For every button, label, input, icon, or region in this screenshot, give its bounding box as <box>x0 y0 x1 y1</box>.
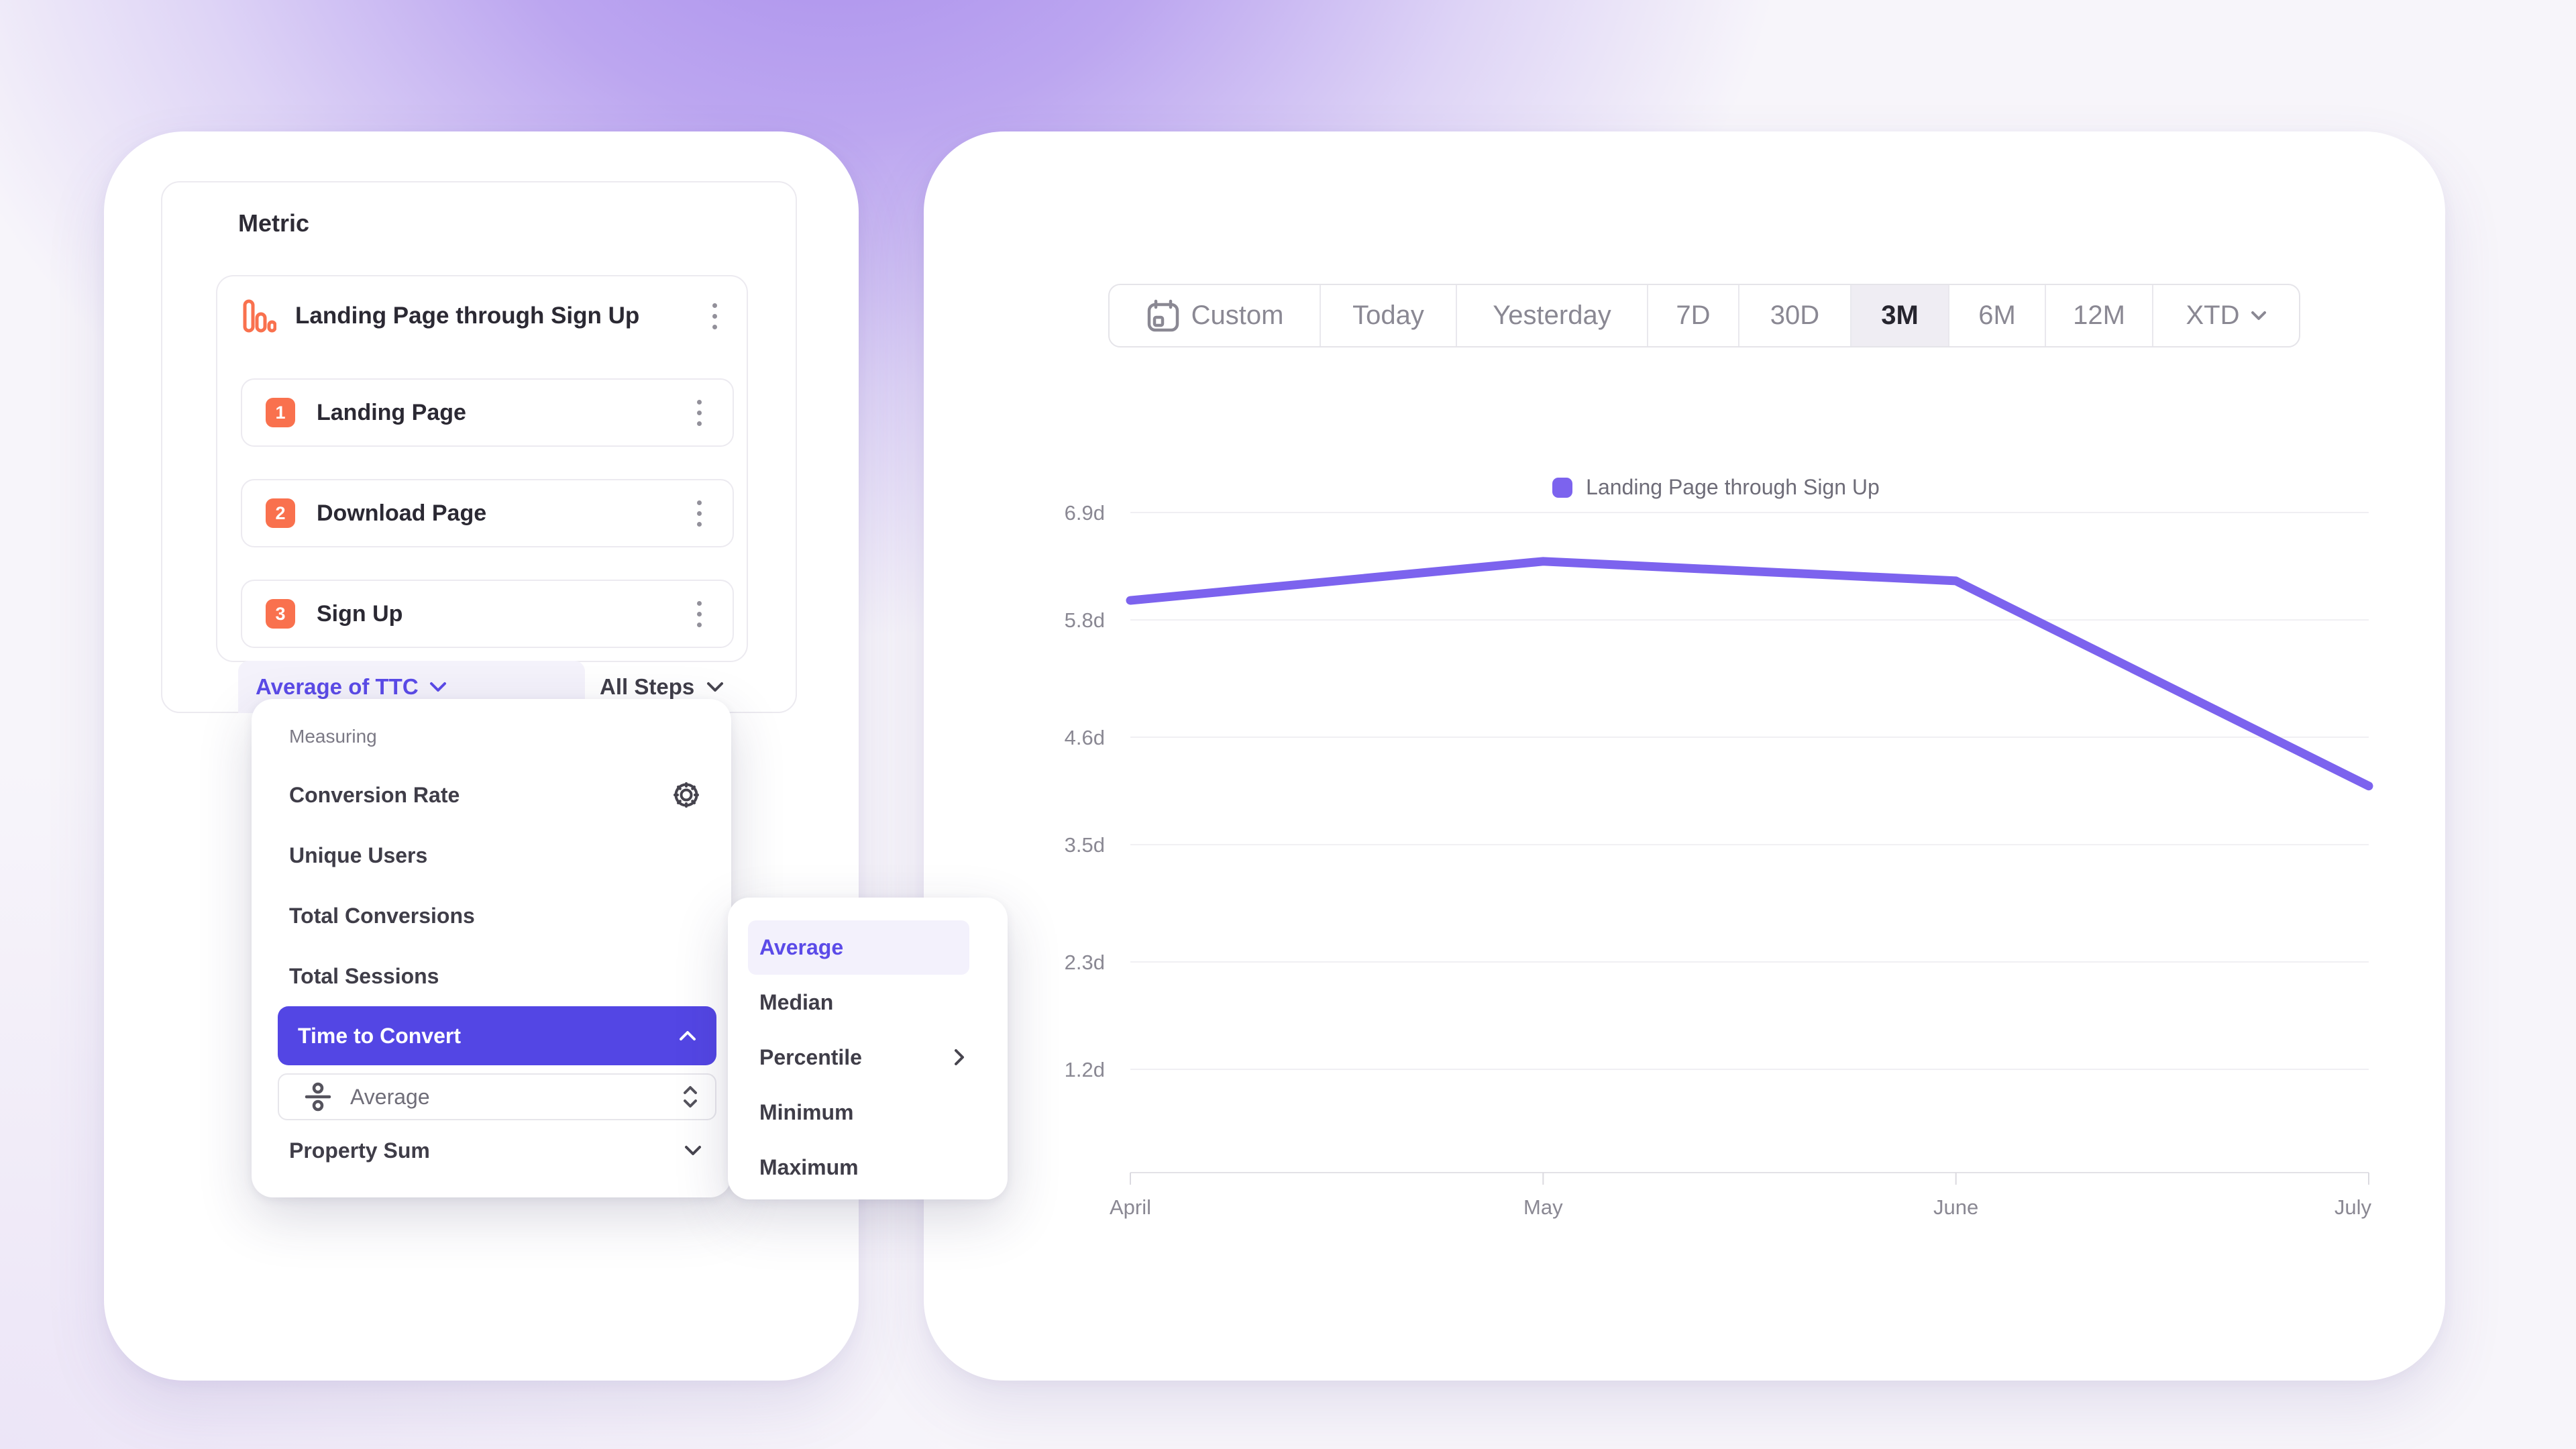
menu-item-total-conversions[interactable]: Total Conversions <box>289 903 475 928</box>
submenu-item-minimum[interactable]: Minimum <box>759 1099 854 1124</box>
submenu-item-median[interactable]: Median <box>759 989 834 1014</box>
stepper-updown-icon <box>683 1085 698 1108</box>
kebab-menu-icon[interactable] <box>693 396 706 430</box>
date-option-30d[interactable]: 30D <box>1738 285 1850 346</box>
division-icon <box>303 1082 333 1112</box>
chevron-down-icon <box>429 682 447 692</box>
funnel-header: Landing Page through Sign Up <box>217 276 747 356</box>
funnel-chart-icon <box>243 299 276 333</box>
chart-card: Custom Today Yesterday 7D 30D 3M 6M 12M … <box>924 131 2445 1381</box>
svg-text:5.8d: 5.8d <box>1065 608 1105 632</box>
steps-dropdown[interactable]: All Steps <box>600 661 724 713</box>
svg-text:May: May <box>1523 1195 1563 1219</box>
svg-text:July: July <box>2334 1195 2372 1219</box>
date-option-today[interactable]: Today <box>1320 285 1456 346</box>
legend-label: Landing Page through Sign Up <box>1586 475 1880 499</box>
chevron-up-icon <box>679 1030 696 1041</box>
line-chart: 6.9d 5.8d 4.6d 3.5d 2.3d 1.2d April May June July <box>1065 501 2373 1219</box>
svg-text:3.5d: 3.5d <box>1065 833 1105 857</box>
date-range-toolbar: Custom Today Yesterday 7D 30D 3M 6M 12M … <box>1108 284 2300 347</box>
menu-item-unique-users[interactable]: Unique Users <box>289 843 428 867</box>
submenu-item-percentile[interactable]: Percentile <box>728 1030 1008 1085</box>
date-option-12m[interactable]: 12M <box>2045 285 2152 346</box>
kebab-menu-icon[interactable] <box>693 597 706 631</box>
metric-panel: Metric Landing Page through Sign Up 1 La… <box>161 181 797 713</box>
kebab-menu-icon[interactable] <box>708 299 721 333</box>
chevron-down-icon <box>684 1145 702 1156</box>
chevron-down-icon <box>706 682 724 692</box>
svg-text:2.3d: 2.3d <box>1065 951 1105 974</box>
svg-text:1.2d: 1.2d <box>1065 1058 1105 1081</box>
chevron-right-icon <box>954 1049 965 1066</box>
metric-card: Metric Landing Page through Sign Up 1 La… <box>104 131 859 1381</box>
date-option-7d[interactable]: 7D <box>1647 285 1738 346</box>
step-number-badge: 1 <box>266 398 295 427</box>
menu-item-total-sessions[interactable]: Total Sessions <box>289 963 439 988</box>
funnel-title: Landing Page through Sign Up <box>295 303 640 329</box>
menu-section-heading: Measuring <box>289 726 377 747</box>
svg-text:6.9d: 6.9d <box>1065 501 1105 525</box>
measurement-dropdown-label: Average of TTC <box>256 674 419 699</box>
date-option-6m[interactable]: 6M <box>1948 285 2045 346</box>
step-label: Download Page <box>317 500 487 526</box>
date-option-3m[interactable]: 3M <box>1850 285 1948 346</box>
funnel-step-row[interactable]: 1 Landing Page <box>241 378 734 447</box>
menu-item-time-to-convert[interactable]: Time to Convert <box>278 1006 716 1065</box>
funnel-step-row[interactable]: 2 Download Page <box>241 479 734 547</box>
aggregation-submenu: Average Median Percentile Minimum Maximu… <box>728 898 1008 1199</box>
funnel-card: Landing Page through Sign Up 1 Landing P… <box>216 275 748 662</box>
svg-text:June: June <box>1933 1195 1978 1219</box>
aggregation-select-value: Average <box>350 1084 430 1109</box>
step-number-badge: 2 <box>266 498 295 528</box>
date-option-custom[interactable]: Custom <box>1110 285 1320 346</box>
page-title: Metric <box>238 209 310 237</box>
chart-legend: Landing Page through Sign Up <box>1030 475 2402 500</box>
chevron-down-icon <box>2251 311 2267 321</box>
date-option-xtd[interactable]: XTD <box>2152 285 2299 346</box>
gear-icon[interactable] <box>671 780 702 810</box>
measuring-menu: Measuring Conversion Rate Unique Users T… <box>252 699 731 1197</box>
svg-text:April: April <box>1110 1195 1151 1219</box>
legend-swatch <box>1552 477 1573 498</box>
kebab-menu-icon[interactable] <box>693 496 706 531</box>
step-label: Sign Up <box>317 600 403 627</box>
aggregation-select[interactable]: Average <box>278 1073 716 1120</box>
date-option-yesterday[interactable]: Yesterday <box>1456 285 1647 346</box>
submenu-item-average[interactable]: Average <box>748 920 969 975</box>
submenu-item-maximum[interactable]: Maximum <box>759 1155 859 1179</box>
svg-text:4.6d: 4.6d <box>1065 726 1105 749</box>
calendar-icon <box>1146 299 1181 333</box>
steps-dropdown-label: All Steps <box>600 674 695 699</box>
funnel-step-row[interactable]: 3 Sign Up <box>241 580 734 648</box>
menu-item-property-sum[interactable]: Property Sum <box>252 1120 731 1181</box>
step-number-badge: 3 <box>266 599 295 629</box>
menu-item-conversion-rate[interactable]: Conversion Rate <box>252 765 731 825</box>
step-label: Landing Page <box>317 399 466 425</box>
